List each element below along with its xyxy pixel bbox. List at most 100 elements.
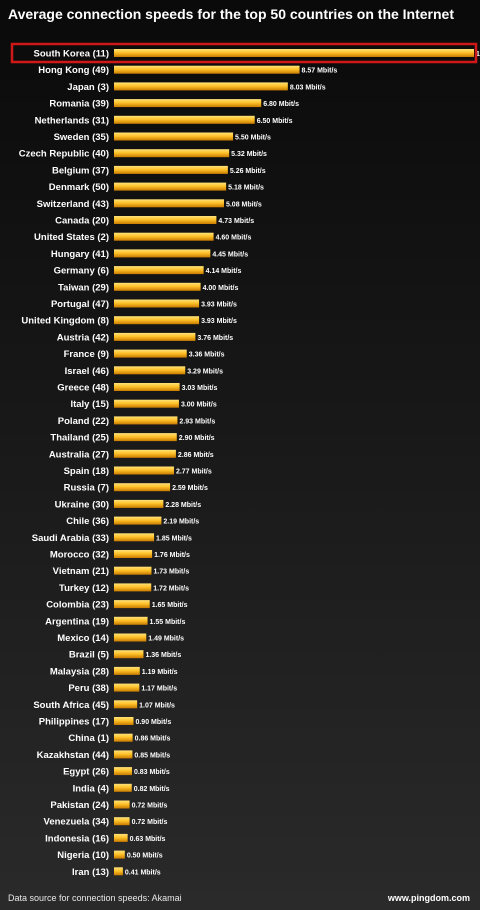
data-source-note: Data source for connection speeds: Akama… (8, 893, 182, 903)
bar (114, 266, 204, 274)
bar (114, 183, 226, 191)
bar (114, 684, 139, 692)
bar (114, 249, 210, 257)
value-label: 2.90 Mbit/s (179, 435, 215, 442)
category-label: Russia (7) (64, 483, 109, 494)
category-label: Greece (48) (57, 383, 109, 394)
category-label: France (9) (64, 349, 109, 360)
category-label: South Africa (45) (33, 700, 109, 711)
value-label: 1.72 Mbit/s (153, 585, 189, 592)
bar (114, 416, 177, 424)
value-label: 3.36 Mbit/s (189, 352, 225, 359)
bar (114, 700, 137, 708)
category-label: Venezuela (34) (44, 817, 109, 828)
category-label: United States (2) (34, 232, 109, 243)
value-label: 0.50 Mbit/s (127, 853, 163, 860)
category-label: Hong Kong (49) (38, 65, 109, 76)
value-label: 0.63 Mbit/s (130, 836, 166, 843)
value-label: 1.85 Mbit/s (156, 535, 192, 542)
value-label: 3.93 Mbit/s (201, 318, 237, 325)
bar (114, 600, 150, 608)
category-label: Egypt (26) (63, 767, 109, 778)
value-label: 3.00 Mbit/s (181, 402, 217, 409)
bar (114, 834, 128, 842)
value-label: 2.19 Mbit/s (163, 519, 199, 526)
category-label: Peru (38) (68, 683, 109, 694)
value-label: 0.90 Mbit/s (135, 719, 171, 726)
bar (114, 750, 132, 758)
bar (114, 817, 130, 825)
category-label: Colombia (23) (46, 600, 109, 611)
category-label: Thailand (25) (50, 433, 109, 444)
value-label: 4.45 Mbit/s (212, 251, 248, 258)
bar (114, 316, 199, 324)
value-label: 3.93 Mbit/s (201, 302, 237, 309)
category-label: Morocco (32) (50, 550, 109, 561)
category-label: Hungary (41) (51, 249, 109, 260)
value-label: 0.72 Mbit/s (132, 803, 168, 810)
category-label: Portugal (47) (51, 299, 109, 310)
category-label: Belgium (37) (52, 165, 109, 176)
value-label: 5.08 Mbit/s (226, 201, 262, 208)
value-label: 1.19 Mbit/s (142, 669, 178, 676)
bar (114, 300, 199, 308)
category-label: Pakistan (24) (50, 800, 109, 811)
value-label: 3.29 Mbit/s (187, 368, 223, 375)
bar (114, 801, 130, 809)
category-label: Indonesia (16) (45, 833, 109, 844)
category-label: Ukraine (30) (55, 499, 109, 510)
value-label: 0.86 Mbit/s (135, 736, 171, 743)
bar (114, 216, 216, 224)
category-label: Brazil (5) (69, 650, 109, 661)
bar (114, 650, 143, 658)
category-label: Czech Republic (40) (19, 149, 109, 160)
value-label: 1.17 Mbit/s (141, 686, 177, 693)
bar (114, 283, 201, 291)
category-label: Sweden (35) (54, 132, 109, 143)
bar (114, 867, 123, 875)
category-label: United Kingdom (8) (21, 316, 109, 327)
value-label: 8.03 Mbit/s (290, 84, 326, 91)
bar (114, 99, 261, 107)
bar (114, 400, 179, 408)
value-label: 0.82 Mbit/s (134, 786, 170, 793)
bar (114, 116, 255, 124)
value-label: 0.72 Mbit/s (132, 819, 168, 826)
bar (114, 550, 152, 558)
category-label: Australia (27) (49, 449, 109, 460)
bar (114, 467, 174, 475)
value-label: 4.60 Mbit/s (216, 235, 252, 242)
value-label: 1.76 Mbit/s (154, 552, 190, 559)
category-label: Romania (39) (49, 99, 109, 110)
bar (114, 82, 288, 90)
category-label: Poland (22) (58, 416, 109, 427)
value-label: 5.26 Mbit/s (230, 168, 266, 175)
value-label: 5.32 Mbit/s (231, 151, 267, 158)
value-label: 0.85 Mbit/s (134, 752, 170, 759)
value-label: 4.00 Mbit/s (203, 285, 239, 292)
bar (114, 517, 161, 525)
bar (114, 333, 195, 341)
category-label: Spain (18) (64, 466, 109, 477)
value-label: 2.77 Mbit/s (176, 469, 212, 476)
bar (114, 634, 146, 642)
bar (114, 49, 474, 57)
value-label: 2.28 Mbit/s (165, 502, 201, 509)
category-label: Chile (36) (66, 516, 109, 527)
value-label: 1.07 Mbit/s (139, 702, 175, 709)
bar (114, 533, 154, 541)
category-label: Nigeria (10) (57, 850, 109, 861)
bar (114, 433, 177, 441)
bar (114, 784, 132, 792)
category-label: India (4) (73, 783, 109, 794)
bar-chart: South Korea (11)16.63 Mbit/sHong Kong (4… (0, 0, 480, 890)
bar (114, 199, 224, 207)
category-label: Malaysia (28) (50, 666, 109, 677)
value-label: 1.36 Mbit/s (145, 652, 181, 659)
category-label: Saudi Arabia (33) (32, 533, 109, 544)
category-label: Kazakhstan (44) (37, 750, 109, 761)
category-label: Denmark (50) (49, 182, 109, 193)
bar (114, 366, 185, 374)
bar (114, 717, 133, 725)
value-label: 6.50 Mbit/s (257, 118, 293, 125)
